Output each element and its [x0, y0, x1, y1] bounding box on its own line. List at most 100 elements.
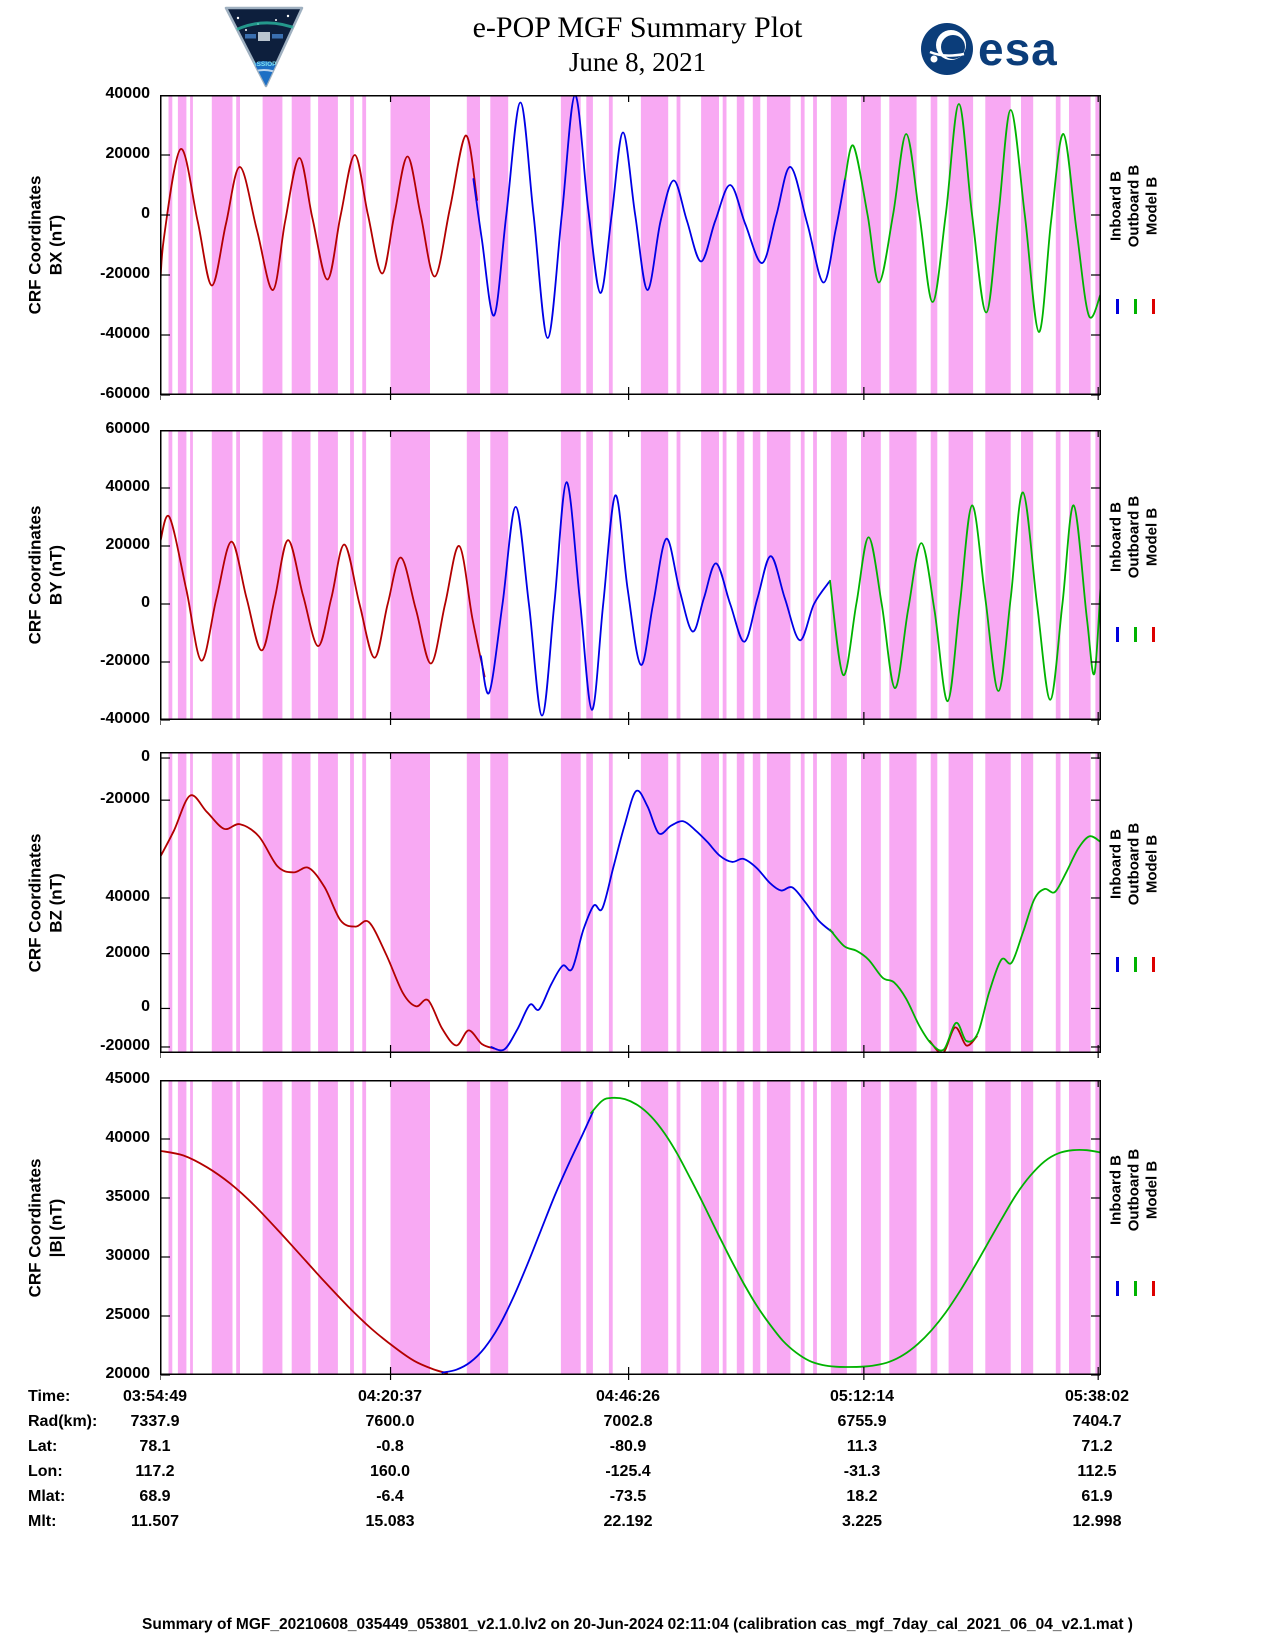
interference-band [490, 1081, 509, 1374]
axis-label-text: CRF Coordinates BY (nT) [24, 506, 66, 645]
interference-band [800, 431, 805, 719]
y-tick-label: 0 [141, 594, 150, 611]
series-model-b [161, 1150, 448, 1374]
interference-band [560, 753, 581, 1052]
legend-label-inboard-b: Inboard B [1107, 502, 1124, 572]
legend-label-outboard-b: Outboard B [1125, 164, 1142, 248]
legend-text: Inboard B Outboard B Model B [1107, 165, 1161, 248]
interference-band [813, 1081, 817, 1374]
interference-band [1095, 1081, 1100, 1374]
interference-band [1069, 1081, 1091, 1374]
interference-band [1021, 1081, 1034, 1374]
axis-label-bx: CRF Coordinates BX (nT) [12, 95, 78, 395]
legend-dash-inboard-b [1116, 627, 1119, 642]
y-tick-label: -40000 [100, 710, 150, 727]
table-cell: -0.8 [376, 1438, 404, 1455]
patch-solar-panel-right [272, 34, 283, 39]
interference-band [722, 431, 727, 719]
interference-band [701, 96, 719, 394]
interference-band [889, 1081, 917, 1374]
interference-band [211, 753, 233, 1052]
legend-label-outboard-b: Outboard B [1125, 822, 1142, 905]
series-outboard-b [829, 835, 1100, 1052]
cassiope-patch-logo: CASSIOPE [224, 6, 304, 88]
interference-band [608, 96, 613, 394]
axis-label-line1: CRF Coordinates [25, 833, 44, 972]
interference-band [861, 431, 881, 719]
interference-band [676, 96, 681, 394]
axes-border [160, 430, 1101, 720]
series-group [161, 481, 1100, 717]
series-model-b [161, 794, 495, 1050]
legend-dash-model-b [1152, 1281, 1155, 1296]
y-tick-label: -20000 [100, 790, 150, 808]
interference-band [985, 431, 1011, 719]
table-cell: 61.9 [1081, 1488, 1113, 1505]
legend-text: Inboard B Outboard B Model B [1107, 1148, 1161, 1231]
interference-band [766, 96, 791, 394]
table-cell: 68.9 [139, 1488, 171, 1505]
interference-band [177, 753, 187, 1052]
interference-band [830, 431, 847, 719]
legend-dash-outboard-b [1134, 957, 1137, 972]
legend-bmag: Inboard B Outboard B Model B [1102, 1098, 1166, 1281]
axes-border [160, 752, 1101, 1053]
table-cell: 05:12:14 [829, 1388, 895, 1405]
interference-band [466, 1081, 480, 1374]
table-cell: -73.5 [609, 1488, 647, 1505]
axis-label-line2: BX (nT) [46, 214, 65, 276]
interference-band [350, 431, 354, 719]
table-cell: 03:54:49 [122, 1388, 188, 1405]
table-cell: 11.507 [130, 1513, 180, 1530]
interference-band [1021, 753, 1034, 1052]
y-tick-label: 40000 [105, 887, 151, 905]
interference-band [676, 1081, 681, 1374]
table-cell: 05:38:02 [1064, 1388, 1130, 1405]
interference-band [262, 1081, 283, 1374]
y-tick-label: 20000 [105, 536, 151, 553]
interference-band [813, 753, 817, 1052]
page-title: e-POP MGF Summary Plot [472, 11, 803, 44]
esa-emblem-icon [921, 23, 973, 75]
series-model-b [161, 514, 486, 678]
interference-band [830, 753, 847, 1052]
axis-label-line1: CRF Coordinates [25, 175, 44, 315]
interference-band [560, 1081, 581, 1374]
legend-label-model-b: Model B [1143, 834, 1160, 893]
table-cell: 3.225 [841, 1513, 883, 1530]
y-tick-label: 0 [141, 748, 150, 766]
interference-band [766, 1081, 791, 1374]
interference-band [640, 753, 669, 1052]
interference-band [1095, 431, 1100, 719]
interference-band [390, 96, 430, 394]
interference-band [800, 1081, 805, 1374]
legend-dash-model-b [1152, 299, 1155, 314]
interference-band [586, 753, 593, 1052]
interference-band [190, 753, 193, 1052]
interference-band [236, 753, 240, 1052]
axis-label-by: CRF Coordinates BY (nT) [12, 430, 78, 720]
interference-band [736, 1081, 745, 1374]
legend-text: Inboard B Outboard B Model B [1107, 822, 1161, 905]
legend-text: Inboard B Outboard B Model B [1107, 496, 1161, 579]
table-cell: 7600.0 [365, 1413, 415, 1430]
interference-band [168, 96, 173, 394]
legend-dash-outboard-b [1134, 1281, 1137, 1296]
interference-band [640, 96, 669, 394]
interference-band [291, 753, 311, 1052]
interference-band [736, 431, 745, 719]
series-inboard-b [441, 1111, 594, 1374]
interference-band [168, 431, 173, 719]
y-tick-label: 30000 [105, 1247, 151, 1264]
y-tick-label: 40000 [105, 1129, 151, 1146]
interference-band [736, 96, 745, 394]
legend-label-outboard-b: Outboard B [1125, 1148, 1142, 1231]
interference-band [701, 1081, 719, 1374]
table-cell: 04:46:26 [595, 1388, 661, 1405]
interference-band [752, 753, 761, 1052]
y-tick-label: 0 [141, 998, 150, 1016]
legend-label-inboard-b: Inboard B [1107, 171, 1124, 241]
series-inboard-b [480, 481, 831, 717]
interference-band [1069, 431, 1091, 719]
